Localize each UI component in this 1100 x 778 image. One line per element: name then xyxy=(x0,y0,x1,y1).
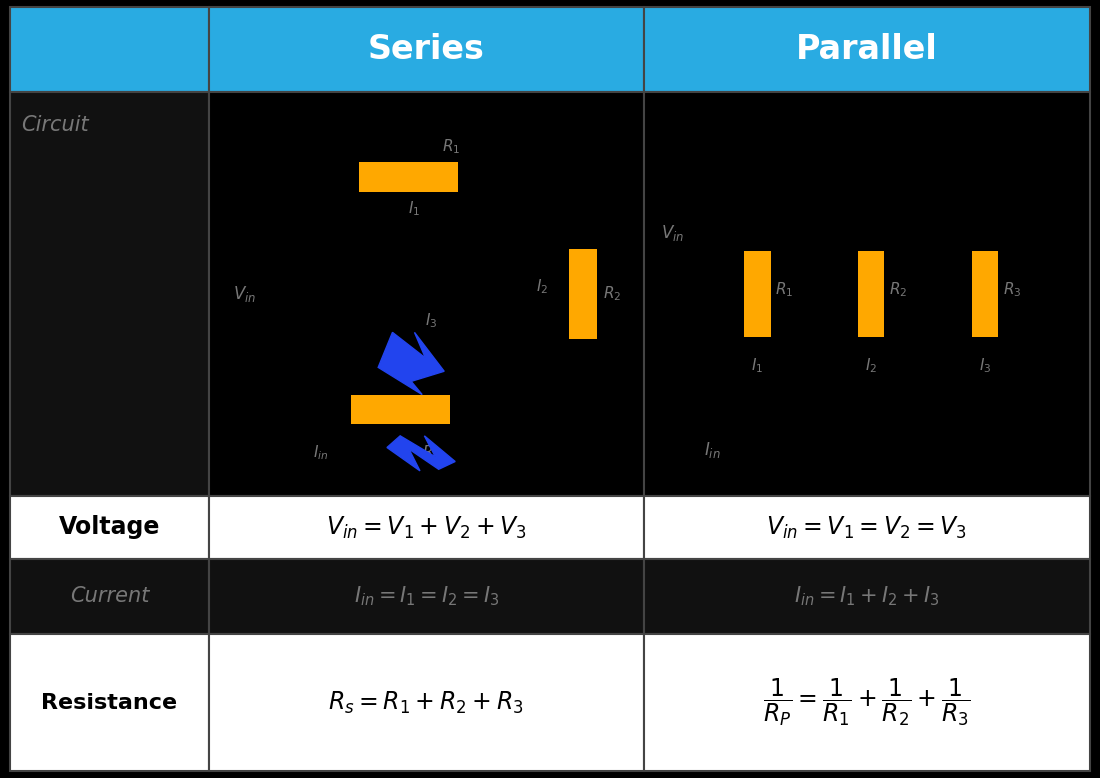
Text: $R_3$: $R_3$ xyxy=(1003,280,1021,300)
Text: Circuit: Circuit xyxy=(21,115,88,135)
Text: $I_{in} = I_1 = I_2 = I_3$: $I_{in} = I_1 = I_2 = I_3$ xyxy=(353,584,499,608)
Text: Resistance: Resistance xyxy=(42,692,177,713)
Bar xyxy=(10,634,209,771)
Text: $V_{in}$: $V_{in}$ xyxy=(661,223,684,244)
Text: $I_3$: $I_3$ xyxy=(426,311,438,330)
Text: $V_{in} = V_1 + V_2 + V_3$: $V_{in} = V_1 + V_2 + V_3$ xyxy=(326,514,527,541)
Text: $I_{in}$: $I_{in}$ xyxy=(314,443,329,462)
Text: $I_1$: $I_1$ xyxy=(751,356,763,375)
Polygon shape xyxy=(387,436,455,471)
Text: $R_s = R_1 + R_2 + R_3$: $R_s = R_1 + R_2 + R_3$ xyxy=(329,689,524,716)
Bar xyxy=(745,251,771,337)
Bar xyxy=(972,251,999,337)
Bar xyxy=(644,92,1090,496)
Text: $I_{in}$: $I_{in}$ xyxy=(704,440,720,460)
Bar xyxy=(360,162,459,191)
Bar xyxy=(858,251,884,337)
Bar xyxy=(644,634,1090,771)
Bar xyxy=(644,7,1090,92)
Text: Voltage: Voltage xyxy=(58,516,161,539)
Bar xyxy=(10,496,209,559)
Text: $V_{in} = V_1 = V_2 = V_3$: $V_{in} = V_1 = V_2 = V_3$ xyxy=(767,514,967,541)
Bar xyxy=(10,7,209,92)
Bar xyxy=(209,496,644,559)
Text: $R_3$: $R_3$ xyxy=(422,443,441,462)
Text: Series: Series xyxy=(367,33,485,66)
Text: $R_1$: $R_1$ xyxy=(442,137,460,156)
Text: $R_2$: $R_2$ xyxy=(603,285,622,303)
Bar xyxy=(569,250,597,339)
Bar xyxy=(209,92,644,496)
Text: Parallel: Parallel xyxy=(796,33,937,66)
Bar xyxy=(10,92,209,496)
Text: $I_2$: $I_2$ xyxy=(536,277,548,296)
Text: $\dfrac{1}{R_P} = \dfrac{1}{R_1} + \dfrac{1}{R_2} + \dfrac{1}{R_3}$: $\dfrac{1}{R_P} = \dfrac{1}{R_1} + \dfra… xyxy=(763,677,970,728)
Text: $I_{in} = I_1 + I_2 + I_3$: $I_{in} = I_1 + I_2 + I_3$ xyxy=(794,584,939,608)
Bar xyxy=(351,394,450,424)
Text: $R_2$: $R_2$ xyxy=(889,280,908,300)
Text: $I_1$: $I_1$ xyxy=(408,199,420,218)
Bar xyxy=(644,559,1090,634)
Text: Current: Current xyxy=(69,587,150,606)
Bar xyxy=(209,634,644,771)
Polygon shape xyxy=(378,332,444,394)
Text: $R_1$: $R_1$ xyxy=(776,280,793,300)
Bar xyxy=(10,559,209,634)
Text: $I_2$: $I_2$ xyxy=(866,356,878,375)
Text: $I_3$: $I_3$ xyxy=(979,356,991,375)
Bar xyxy=(209,559,644,634)
Bar xyxy=(209,7,644,92)
Text: $V_{in}$: $V_{in}$ xyxy=(233,284,256,304)
Bar xyxy=(644,496,1090,559)
